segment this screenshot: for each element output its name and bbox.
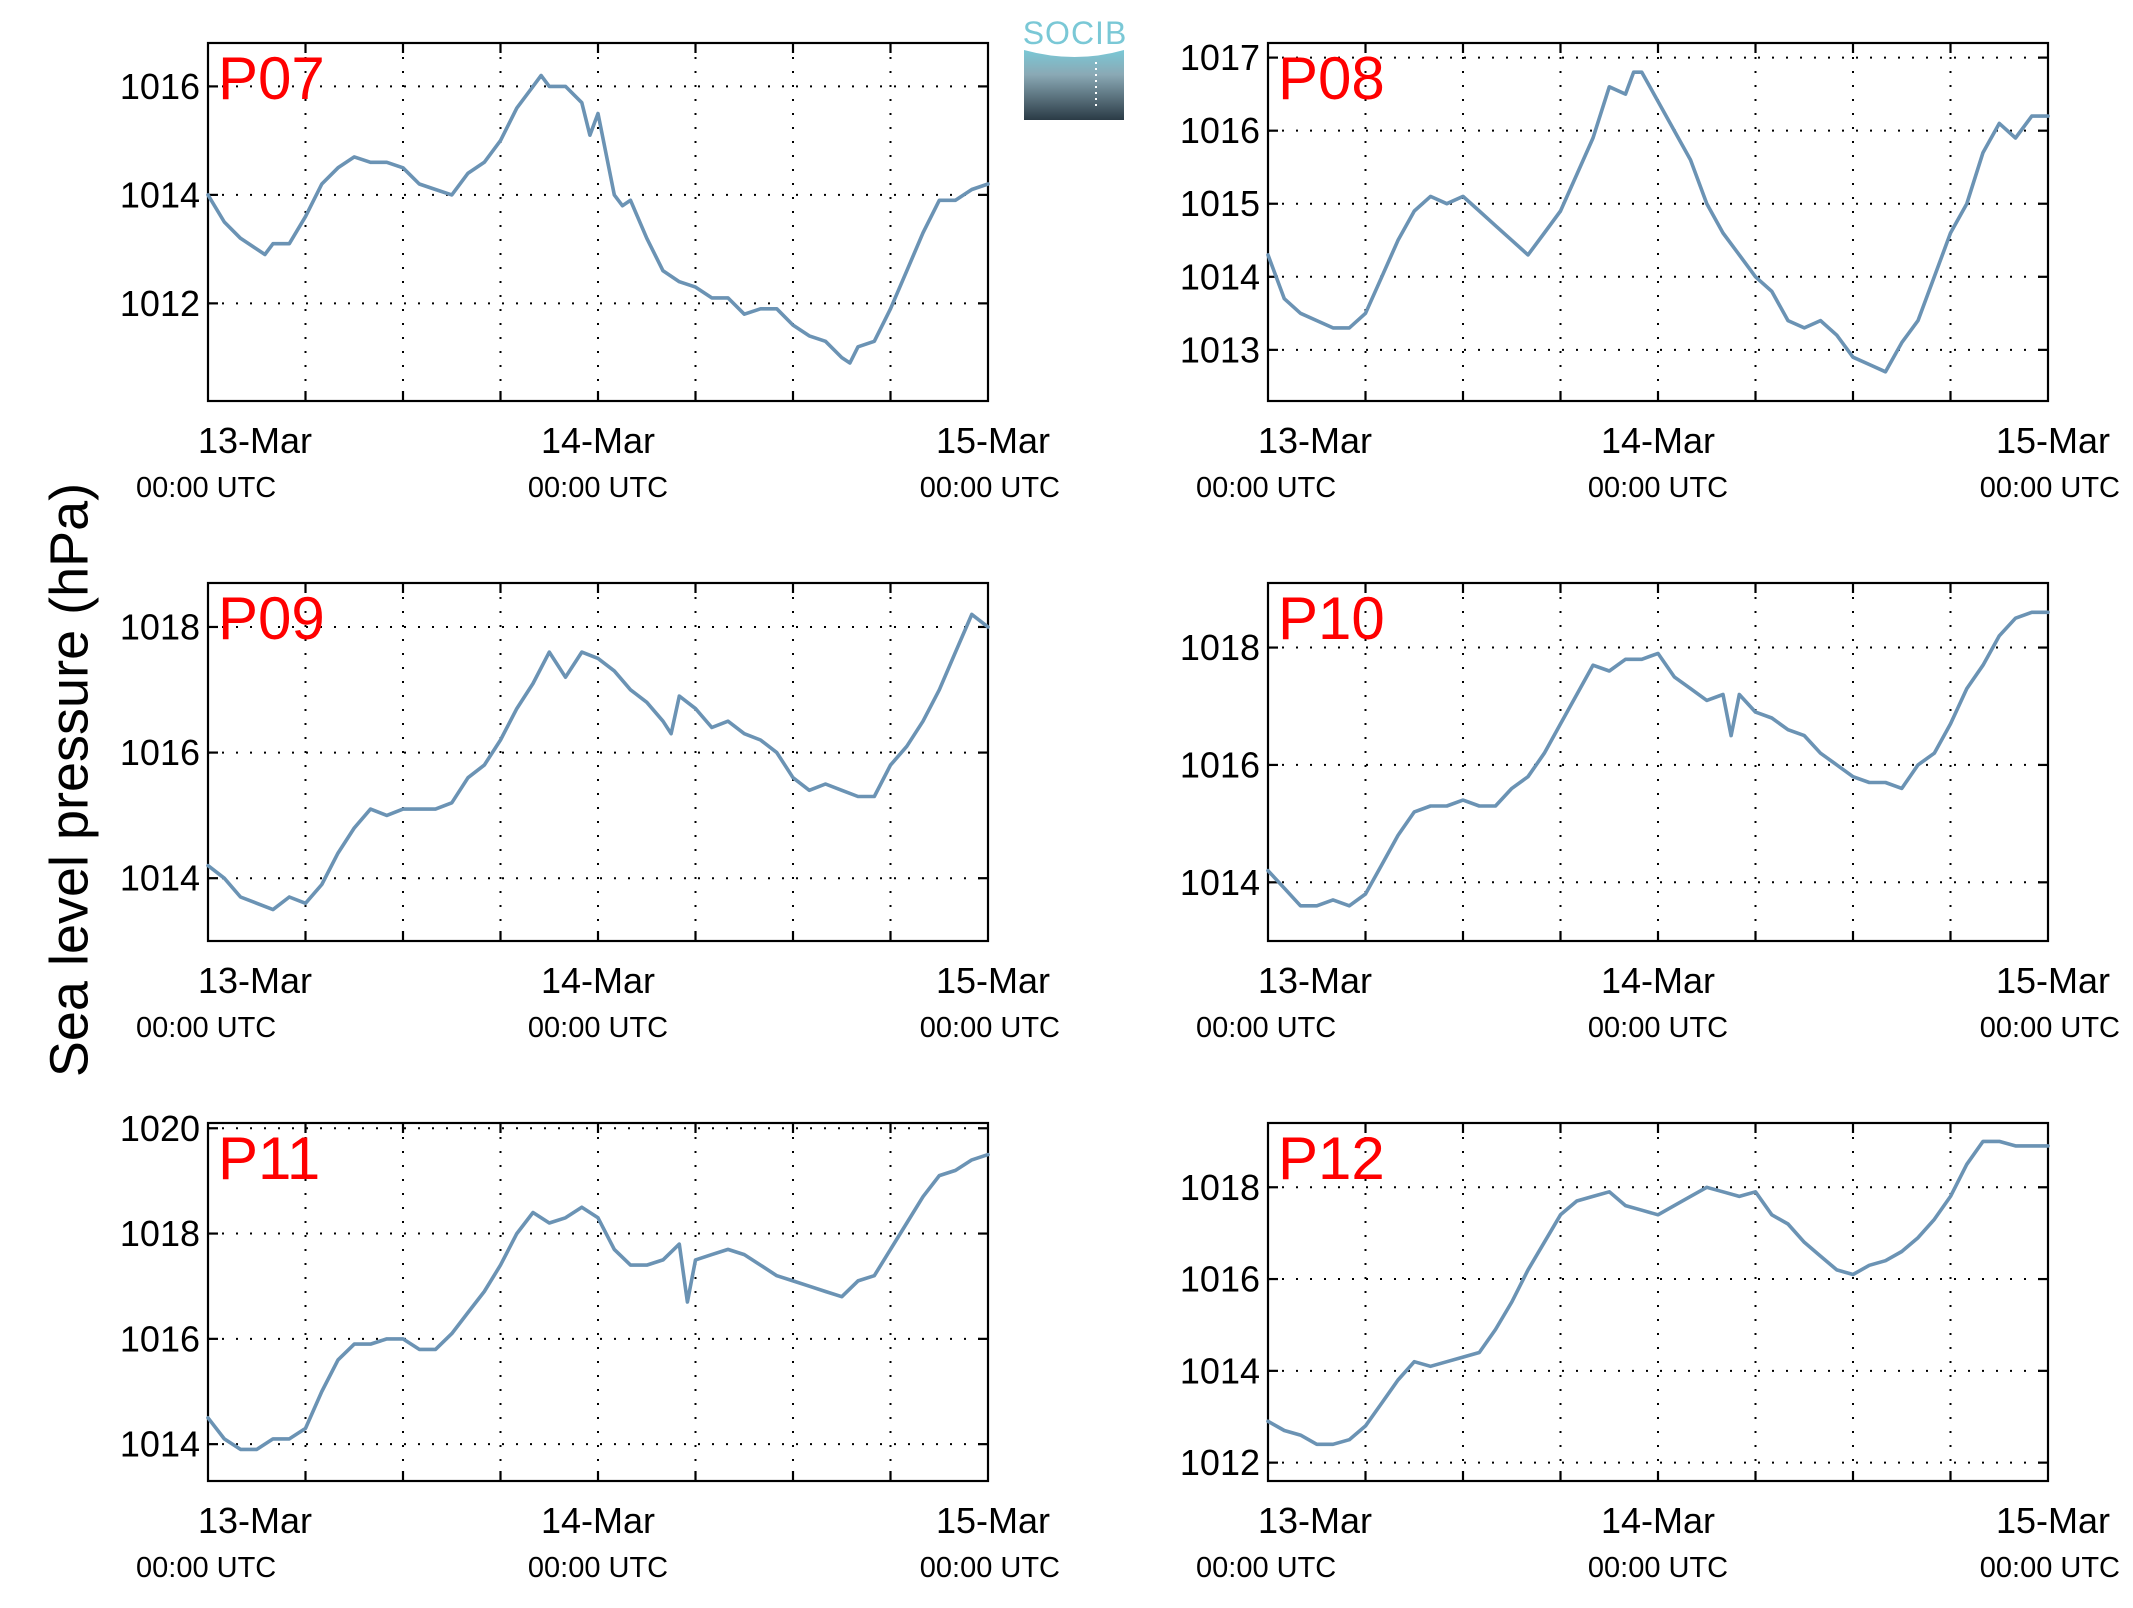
y-tick-label: 1016 bbox=[1180, 744, 1260, 785]
panel-title: P07 bbox=[218, 45, 325, 112]
x-tick-date-label: 14-Mar bbox=[541, 960, 655, 1001]
y-tick-label: 1014 bbox=[1180, 862, 1260, 903]
series-line-p08 bbox=[1266, 70, 2050, 374]
y-tick-label: 1014 bbox=[120, 858, 200, 899]
plot-frame bbox=[1266, 41, 2050, 403]
y-tick-label: 1016 bbox=[1180, 1259, 1260, 1300]
y-tick-label: 1018 bbox=[120, 606, 200, 647]
plot-frame bbox=[206, 41, 990, 403]
x-tick-time-label: 00:00 UTC bbox=[528, 472, 668, 504]
panel-title: P12 bbox=[1278, 1125, 1385, 1192]
x-tick-time-label: 00:00 UTC bbox=[136, 1552, 276, 1584]
panel-title: P10 bbox=[1278, 585, 1385, 652]
y-tick-label: 1018 bbox=[1180, 627, 1260, 668]
x-tick-time-label: 00:00 UTC bbox=[1980, 1552, 2120, 1584]
panel-p12: 1012 1014 1016 1018 13-Mar 00:00 UTC 14-Mar 00:… bbox=[1180, 1121, 2120, 1584]
plot-frame bbox=[1266, 581, 2050, 943]
series-line-p07 bbox=[206, 73, 990, 365]
x-tick-date-label: 13-Mar bbox=[1258, 420, 1372, 461]
x-tick-time-label: 00:00 UTC bbox=[1588, 1012, 1728, 1044]
y-tick-label: 1012 bbox=[1180, 1442, 1260, 1483]
x-tick-date-label: 14-Mar bbox=[1601, 960, 1715, 1001]
x-tick-time-label: 00:00 UTC bbox=[528, 1012, 668, 1044]
y-tick-label: 1015 bbox=[1180, 183, 1260, 224]
x-tick-time-label: 00:00 UTC bbox=[1196, 472, 1336, 504]
x-tick-date-label: 13-Mar bbox=[198, 960, 312, 1001]
x-tick-time-label: 00:00 UTC bbox=[1588, 1552, 1728, 1584]
y-tick-label: 1014 bbox=[1180, 256, 1260, 297]
y-tick-label: 1016 bbox=[120, 66, 200, 107]
x-tick-time-label: 00:00 UTC bbox=[1588, 472, 1728, 504]
y-tick-label: 1016 bbox=[120, 1318, 200, 1359]
panel-p09: 1014 1016 1018 13-Mar 00:00 UTC 14-Mar 00:00 U… bbox=[120, 581, 1060, 1044]
y-tick-label: 1020 bbox=[120, 1108, 200, 1149]
y-tick-label: 1014 bbox=[120, 1424, 200, 1465]
x-tick-date-label: 15-Mar bbox=[936, 420, 1050, 461]
x-tick-date-label: 14-Mar bbox=[1601, 420, 1715, 461]
x-tick-date-label: 15-Mar bbox=[936, 1500, 1050, 1541]
series-line-p11 bbox=[206, 1152, 990, 1452]
y-axis-label: Sea level pressure (hPa) bbox=[39, 483, 99, 1077]
series-line-p09 bbox=[206, 612, 990, 912]
x-tick-date-label: 13-Mar bbox=[198, 420, 312, 461]
panel-title: P09 bbox=[218, 585, 325, 652]
y-tick-label: 1016 bbox=[120, 732, 200, 773]
x-tick-time-label: 00:00 UTC bbox=[920, 472, 1060, 504]
x-tick-date-label: 14-Mar bbox=[541, 420, 655, 461]
x-tick-date-label: 15-Mar bbox=[936, 960, 1050, 1001]
socib-logo-wave bbox=[1024, 50, 1124, 120]
series-line-p12 bbox=[1266, 1139, 2050, 1447]
x-tick-date-label: 14-Mar bbox=[1601, 1500, 1715, 1541]
panel-title: P08 bbox=[1278, 45, 1385, 112]
socib-logo: SOCIB bbox=[1023, 15, 1128, 120]
panel-p11: 1014 1016 1018 1020 13-Mar 00:00 UTC 14-Mar 00:… bbox=[120, 1108, 1060, 1584]
plot-frame bbox=[206, 1121, 990, 1483]
panels: 1012 1014 1016 13-Mar 00:00 UTC 14-Mar 00:00 U… bbox=[120, 37, 2120, 1584]
x-tick-date-label: 15-Mar bbox=[1996, 420, 2110, 461]
panel-p10: 1014 1016 1018 13-Mar 00:00 UTC 14-Mar 00:00 U… bbox=[1180, 581, 2120, 1044]
y-tick-label: 1018 bbox=[120, 1213, 200, 1254]
y-tick-label: 1018 bbox=[1180, 1167, 1260, 1208]
y-tick-label: 1012 bbox=[120, 283, 200, 324]
x-tick-time-label: 00:00 UTC bbox=[920, 1552, 1060, 1584]
panel-title: P11 bbox=[218, 1125, 320, 1192]
x-tick-time-label: 00:00 UTC bbox=[1196, 1552, 1336, 1584]
y-tick-label: 1014 bbox=[1180, 1350, 1260, 1391]
series-line-p10 bbox=[1266, 610, 2050, 908]
x-tick-time-label: 00:00 UTC bbox=[920, 1012, 1060, 1044]
y-tick-label: 1017 bbox=[1180, 37, 1260, 78]
y-tick-label: 1014 bbox=[120, 174, 200, 215]
socib-logo-text: SOCIB bbox=[1023, 15, 1128, 51]
x-tick-date-label: 15-Mar bbox=[1996, 960, 2110, 1001]
x-tick-time-label: 00:00 UTC bbox=[1980, 472, 2120, 504]
plot-frame bbox=[206, 581, 990, 943]
x-tick-date-label: 15-Mar bbox=[1996, 1500, 2110, 1541]
panel-p08: 1013 1014 1015 1016 1017 13-Mar 00:00 UTC 14-Ma… bbox=[1180, 37, 2120, 504]
panel-p07: 1012 1014 1016 13-Mar 00:00 UTC 14-Mar 00:00 U… bbox=[120, 41, 1060, 504]
plot-frame bbox=[1266, 1121, 2050, 1483]
x-tick-date-label: 13-Mar bbox=[1258, 1500, 1372, 1541]
y-tick-label: 1013 bbox=[1180, 329, 1260, 370]
x-tick-time-label: 00:00 UTC bbox=[1980, 1012, 2120, 1044]
x-tick-date-label: 13-Mar bbox=[198, 1500, 312, 1541]
x-tick-time-label: 00:00 UTC bbox=[136, 472, 276, 504]
x-tick-time-label: 00:00 UTC bbox=[136, 1012, 276, 1044]
x-tick-date-label: 13-Mar bbox=[1258, 960, 1372, 1001]
y-tick-label: 1016 bbox=[1180, 110, 1260, 151]
x-tick-date-label: 14-Mar bbox=[541, 1500, 655, 1541]
x-tick-time-label: 00:00 UTC bbox=[528, 1552, 668, 1584]
x-tick-time-label: 00:00 UTC bbox=[1196, 1012, 1336, 1044]
